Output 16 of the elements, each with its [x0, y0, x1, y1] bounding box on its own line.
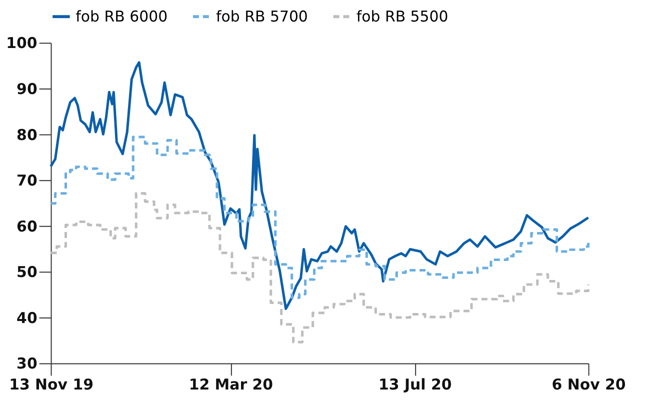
x-tick-label: 6 Nov 20 [552, 376, 626, 394]
y-tick-label: 30 [16, 354, 38, 373]
legend-label: fob RB 5700 [216, 8, 308, 26]
y-tick-label: 50 [16, 263, 38, 282]
x-tick-label: 12 Mar 20 [188, 376, 274, 394]
legend-label: fob RB 6000 [76, 8, 168, 26]
x-tick-label: 13 Nov 19 [9, 376, 94, 394]
y-tick-label: 100 [6, 34, 38, 52]
y-tick-label: 40 [16, 308, 38, 327]
y-tick-label: 70 [16, 172, 38, 190]
x-tick-label: 13 Jul 20 [378, 376, 452, 394]
y-tick-label: 90 [16, 80, 38, 98]
line-series [50, 61, 590, 310]
legend-label: fob RB 5500 [356, 8, 448, 26]
y-tick-label: 80 [16, 126, 38, 144]
y-tick-label: 60 [16, 217, 38, 236]
